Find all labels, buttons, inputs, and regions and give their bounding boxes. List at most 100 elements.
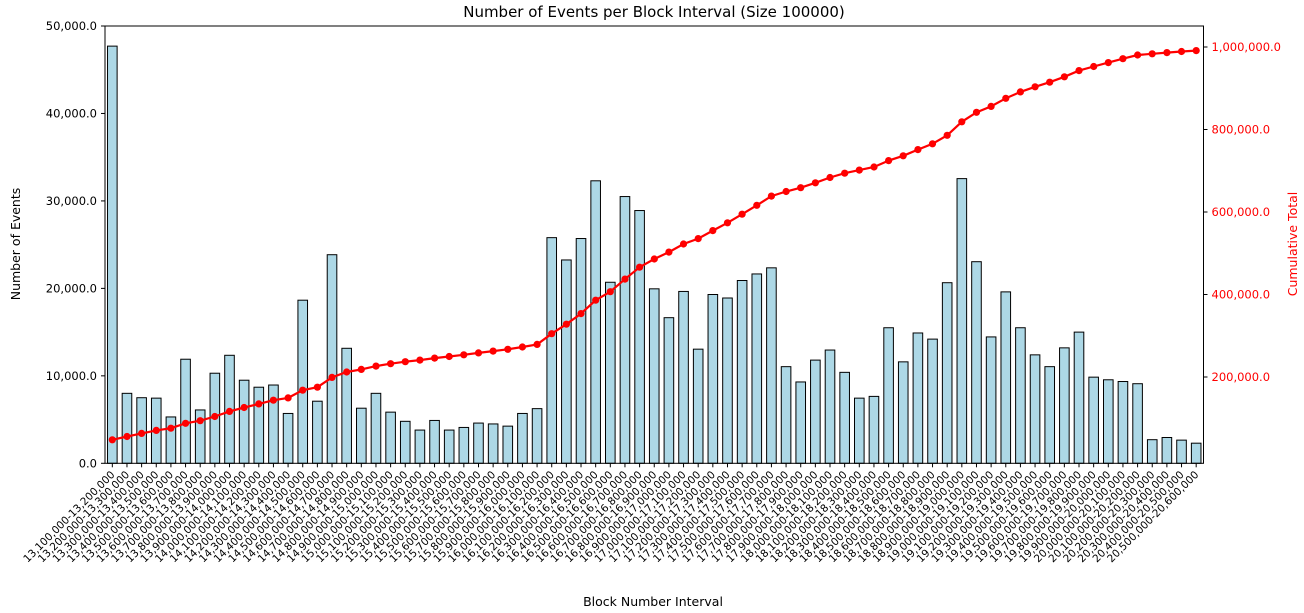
bar: [1029, 354, 1041, 464]
cumulative-point: [1104, 59, 1112, 67]
y-axis-label-left: Number of Events: [8, 188, 23, 301]
cumulative-point: [138, 429, 146, 437]
cumulative-point: [1090, 62, 1098, 71]
y-tick-label-left: 30,000.0: [46, 194, 97, 208]
bar: [971, 261, 982, 464]
bar: [107, 45, 118, 464]
y-tick-label-left: 20,000.0: [46, 281, 97, 295]
cumulative-point: [562, 320, 571, 328]
cumulative-point: [1060, 73, 1068, 81]
bar: [473, 422, 484, 464]
bar: [736, 280, 748, 464]
bar: [751, 273, 763, 464]
bar: [912, 332, 924, 464]
bar: [663, 317, 675, 464]
y-tick-label-right: 1,000,000.0: [1212, 40, 1282, 54]
bar: [370, 392, 382, 464]
y-tick-label-left: 40,000.0: [46, 106, 97, 120]
cumulative-point: [1148, 50, 1156, 58]
bar: [1190, 442, 1202, 464]
cumulative-point: [548, 330, 556, 338]
cumulative-point: [606, 288, 614, 296]
cumulative-point: [650, 255, 658, 263]
bar: [956, 178, 968, 464]
cumulative-point: [1163, 49, 1171, 57]
bar: [854, 397, 865, 464]
cumulative-point: [1002, 94, 1010, 102]
bar: [282, 412, 294, 464]
cumulative-point: [445, 352, 453, 361]
bar: [385, 411, 396, 464]
cumulative-point: [592, 296, 600, 304]
cumulative-point: [343, 368, 351, 376]
y-axis-label-right: Cumulative Total: [1285, 192, 1300, 297]
bar: [531, 408, 543, 464]
cumulative-point: [855, 166, 863, 174]
cumulative-line-group: [108, 47, 1200, 444]
bar: [238, 379, 250, 464]
bar: [605, 281, 616, 464]
cumulative-point: [709, 227, 717, 235]
cumulative-point: [416, 356, 424, 364]
bar: [1088, 376, 1099, 464]
cumulative-point: [1075, 67, 1083, 75]
y-tick-label-right: 400,000.0: [1212, 288, 1271, 302]
y-tick-label-right: 200,000.0: [1212, 370, 1271, 384]
axes-group: 0.0 10,000.0 20,000.0 30,000.0 40,000.0 50,00…: [21, 19, 1281, 565]
bar: [810, 359, 821, 464]
cumulative-point: [211, 412, 219, 421]
bar: [927, 338, 938, 464]
cumulative-point: [372, 362, 380, 370]
bar: [399, 420, 411, 464]
cumulative-point: [577, 310, 585, 318]
cumulative-point: [357, 365, 365, 373]
bar: [619, 196, 631, 464]
cumulative-point: [167, 424, 175, 432]
bar: [692, 348, 704, 464]
bar: [839, 371, 850, 464]
cumulative-point: [826, 173, 834, 182]
cumulative-point: [504, 345, 512, 353]
cumulative-point: [489, 347, 497, 355]
cumulative-point: [431, 354, 439, 362]
bar: [517, 412, 528, 464]
bar: [1044, 366, 1056, 464]
bar: [707, 294, 719, 464]
bar: [253, 386, 265, 464]
bar: [766, 267, 777, 464]
bar: [165, 416, 177, 464]
cumulative-point: [313, 383, 321, 391]
y-tick-label-left: 10,000.0: [46, 369, 97, 383]
bar: [1176, 439, 1187, 464]
cumulative-point: [1119, 55, 1127, 63]
bar: [1059, 347, 1070, 464]
cumulative-point: [914, 146, 922, 154]
cumulative-point: [972, 108, 981, 116]
bar: [648, 288, 660, 464]
bar: [824, 349, 836, 464]
cumulative-point: [943, 131, 951, 139]
cumulative-point: [1177, 47, 1186, 56]
cumulative-point: [621, 275, 629, 283]
cumulative-point: [665, 248, 673, 256]
bar: [883, 327, 894, 464]
cumulative-point: [518, 343, 527, 351]
cumulative-point: [958, 118, 966, 126]
bar: [634, 210, 645, 464]
x-axis-label: Block Number Interval: [583, 594, 723, 609]
cumulative-point: [723, 219, 732, 227]
cumulative-point: [782, 187, 790, 196]
bar: [546, 237, 558, 464]
bar: [985, 336, 997, 464]
cumulative-point: [694, 235, 702, 243]
bar: [575, 238, 587, 464]
cumulative-point: [460, 351, 468, 359]
cumulative-point: [1031, 83, 1039, 91]
cumulative-point: [811, 179, 820, 187]
bar: [722, 297, 733, 464]
cumulative-point: [387, 360, 395, 368]
cumulative-point: [767, 192, 776, 200]
cumulative-point: [1016, 88, 1024, 96]
cumulative-point: [636, 263, 644, 271]
